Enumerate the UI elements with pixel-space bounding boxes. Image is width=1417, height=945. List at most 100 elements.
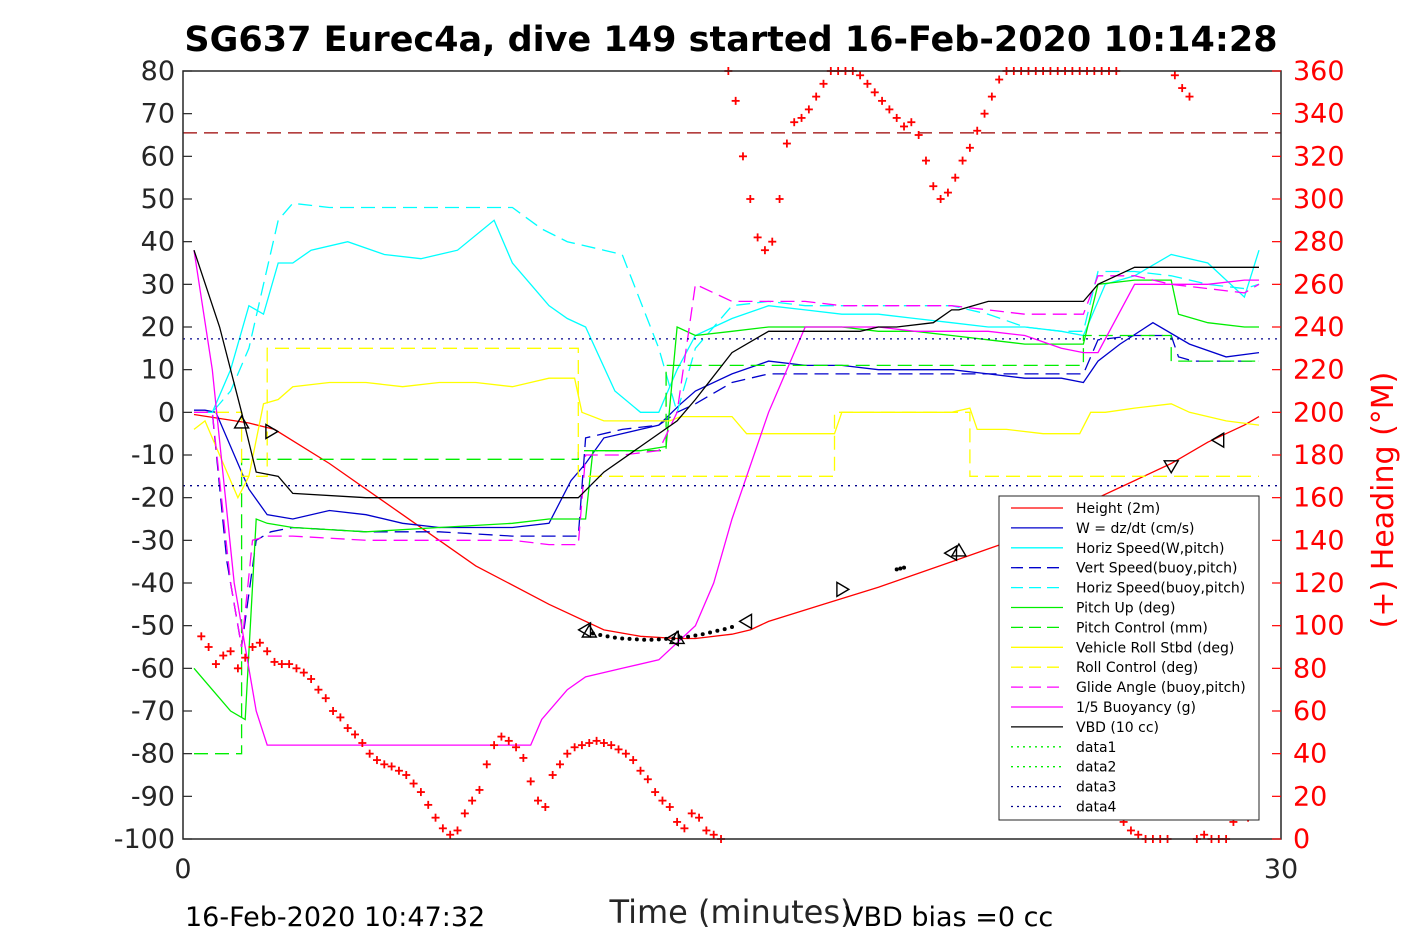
heading-point	[951, 173, 960, 182]
heading-point	[270, 657, 279, 666]
sample-dot	[634, 637, 639, 642]
heading-point	[643, 775, 652, 784]
left-tick-label: 10	[141, 355, 175, 386]
series-line-4	[194, 202, 1260, 415]
heading-point	[438, 824, 447, 833]
right-tick-label: 80	[1293, 653, 1327, 684]
heading-point	[775, 195, 784, 203]
heading-point	[329, 707, 338, 715]
heading-point	[402, 771, 411, 779]
left-axis: 80 70 60 50 40 30 20 10 0 -10 -20 -30 -40 -50 -60 -70 -8…	[114, 56, 192, 855]
heading-point	[351, 730, 360, 739]
heading-point	[987, 92, 996, 101]
sample-dot	[598, 633, 603, 638]
x-axis-label: Time (minutes)	[609, 893, 853, 931]
heading-point	[885, 105, 894, 114]
series-line-3	[194, 334, 1259, 648]
heading-point	[856, 71, 865, 80]
series-line-8	[194, 347, 1259, 477]
heading-point	[636, 766, 645, 775]
heading-point	[980, 109, 989, 118]
heading-point	[292, 664, 301, 673]
legend-label: data4	[1076, 800, 1117, 816]
legend-label: Height (2m)	[1076, 501, 1160, 517]
heading-point	[709, 830, 718, 839]
legend-label: Roll Control (deg)	[1076, 660, 1198, 676]
heading-point	[695, 813, 704, 822]
left-tick-label: -100	[114, 824, 175, 855]
heading-point	[673, 817, 682, 826]
heading-point	[321, 694, 330, 703]
left-tick-label: -10	[131, 440, 175, 471]
heading-point	[1126, 826, 1135, 835]
series-layer	[183, 132, 1281, 755]
heading-point	[812, 92, 821, 101]
sample-dot	[700, 632, 705, 637]
right-tick-label: 140	[1293, 525, 1345, 556]
heading-point	[658, 796, 667, 805]
legend-label: Horiz Speed(W,pitch)	[1076, 541, 1224, 557]
legend-label: VBD (10 cc)	[1076, 720, 1159, 736]
right-tick-label: 240	[1293, 312, 1345, 343]
heading-point	[892, 113, 901, 122]
chart-title: SG637 Eurec4a, dive 149 started 16-Feb-2…	[184, 20, 1277, 60]
right-tick-label: 20	[1293, 781, 1327, 812]
heading-point	[512, 743, 521, 752]
legend-label: Vert Speed(buoy,pitch)	[1076, 561, 1238, 577]
heading-point	[577, 741, 586, 750]
series-line-11	[193, 249, 1259, 499]
heading-point	[651, 788, 660, 797]
heading-point	[768, 237, 777, 246]
legend-label: Vehicle Roll Stbd (deg)	[1076, 640, 1234, 656]
right-tick-label: 360	[1293, 56, 1345, 87]
heading-point	[468, 796, 477, 805]
event-marker	[943, 544, 958, 562]
legend-label: Pitch Control (mm)	[1076, 620, 1208, 636]
heading-point	[760, 246, 769, 255]
heading-point	[965, 143, 974, 152]
sample-dot	[686, 634, 691, 639]
right-tick-label: 160	[1293, 483, 1345, 514]
heading-point	[804, 105, 813, 114]
heading-point	[233, 664, 242, 673]
sample-dot	[894, 567, 899, 572]
left-tick-label: 80	[141, 56, 175, 87]
right-tick-label: 300	[1293, 184, 1345, 215]
x-axis: 0 30	[174, 854, 1298, 885]
event-marker	[581, 623, 598, 638]
right-tick-label: 200	[1293, 397, 1345, 428]
right-tick-label: 180	[1293, 440, 1345, 471]
left-tick-label: -70	[131, 696, 175, 727]
heading-point	[314, 685, 323, 694]
left-tick-label: 60	[141, 141, 175, 172]
heading-point	[665, 803, 674, 811]
heading-point	[585, 739, 594, 747]
left-tick-label: -50	[131, 611, 175, 642]
right-tick-label: 260	[1293, 269, 1345, 300]
heading-point	[482, 760, 491, 769]
heading-point	[555, 760, 564, 769]
right-tick-label: 220	[1293, 355, 1345, 386]
heading-point	[519, 753, 528, 762]
right-tick-label: 120	[1293, 568, 1345, 599]
heading-point	[563, 749, 572, 758]
heading-point	[497, 732, 506, 741]
footer-timestamp: 16-Feb-2020 10:47:32	[185, 902, 485, 933]
legend: Height (2m) W = dz/dt (cm/s) Horiz Speed(W…	[998, 495, 1260, 821]
heading-point	[629, 756, 638, 765]
left-tick-label: 50	[141, 184, 175, 215]
heading-point	[387, 762, 396, 771]
heading-point	[570, 743, 579, 752]
right-tick-label: 0	[1293, 824, 1310, 855]
heading-point	[936, 195, 945, 203]
heading-point	[424, 800, 433, 809]
legend-label: data1	[1076, 740, 1116, 756]
x-tick-label: 30	[1264, 854, 1298, 885]
heading-point	[409, 779, 418, 788]
heading-point	[358, 739, 367, 747]
left-tick-label: -30	[131, 525, 175, 556]
heading-point	[336, 713, 345, 722]
sample-dot	[612, 635, 617, 640]
heading-point	[504, 736, 513, 745]
legend-label: data2	[1076, 760, 1116, 776]
